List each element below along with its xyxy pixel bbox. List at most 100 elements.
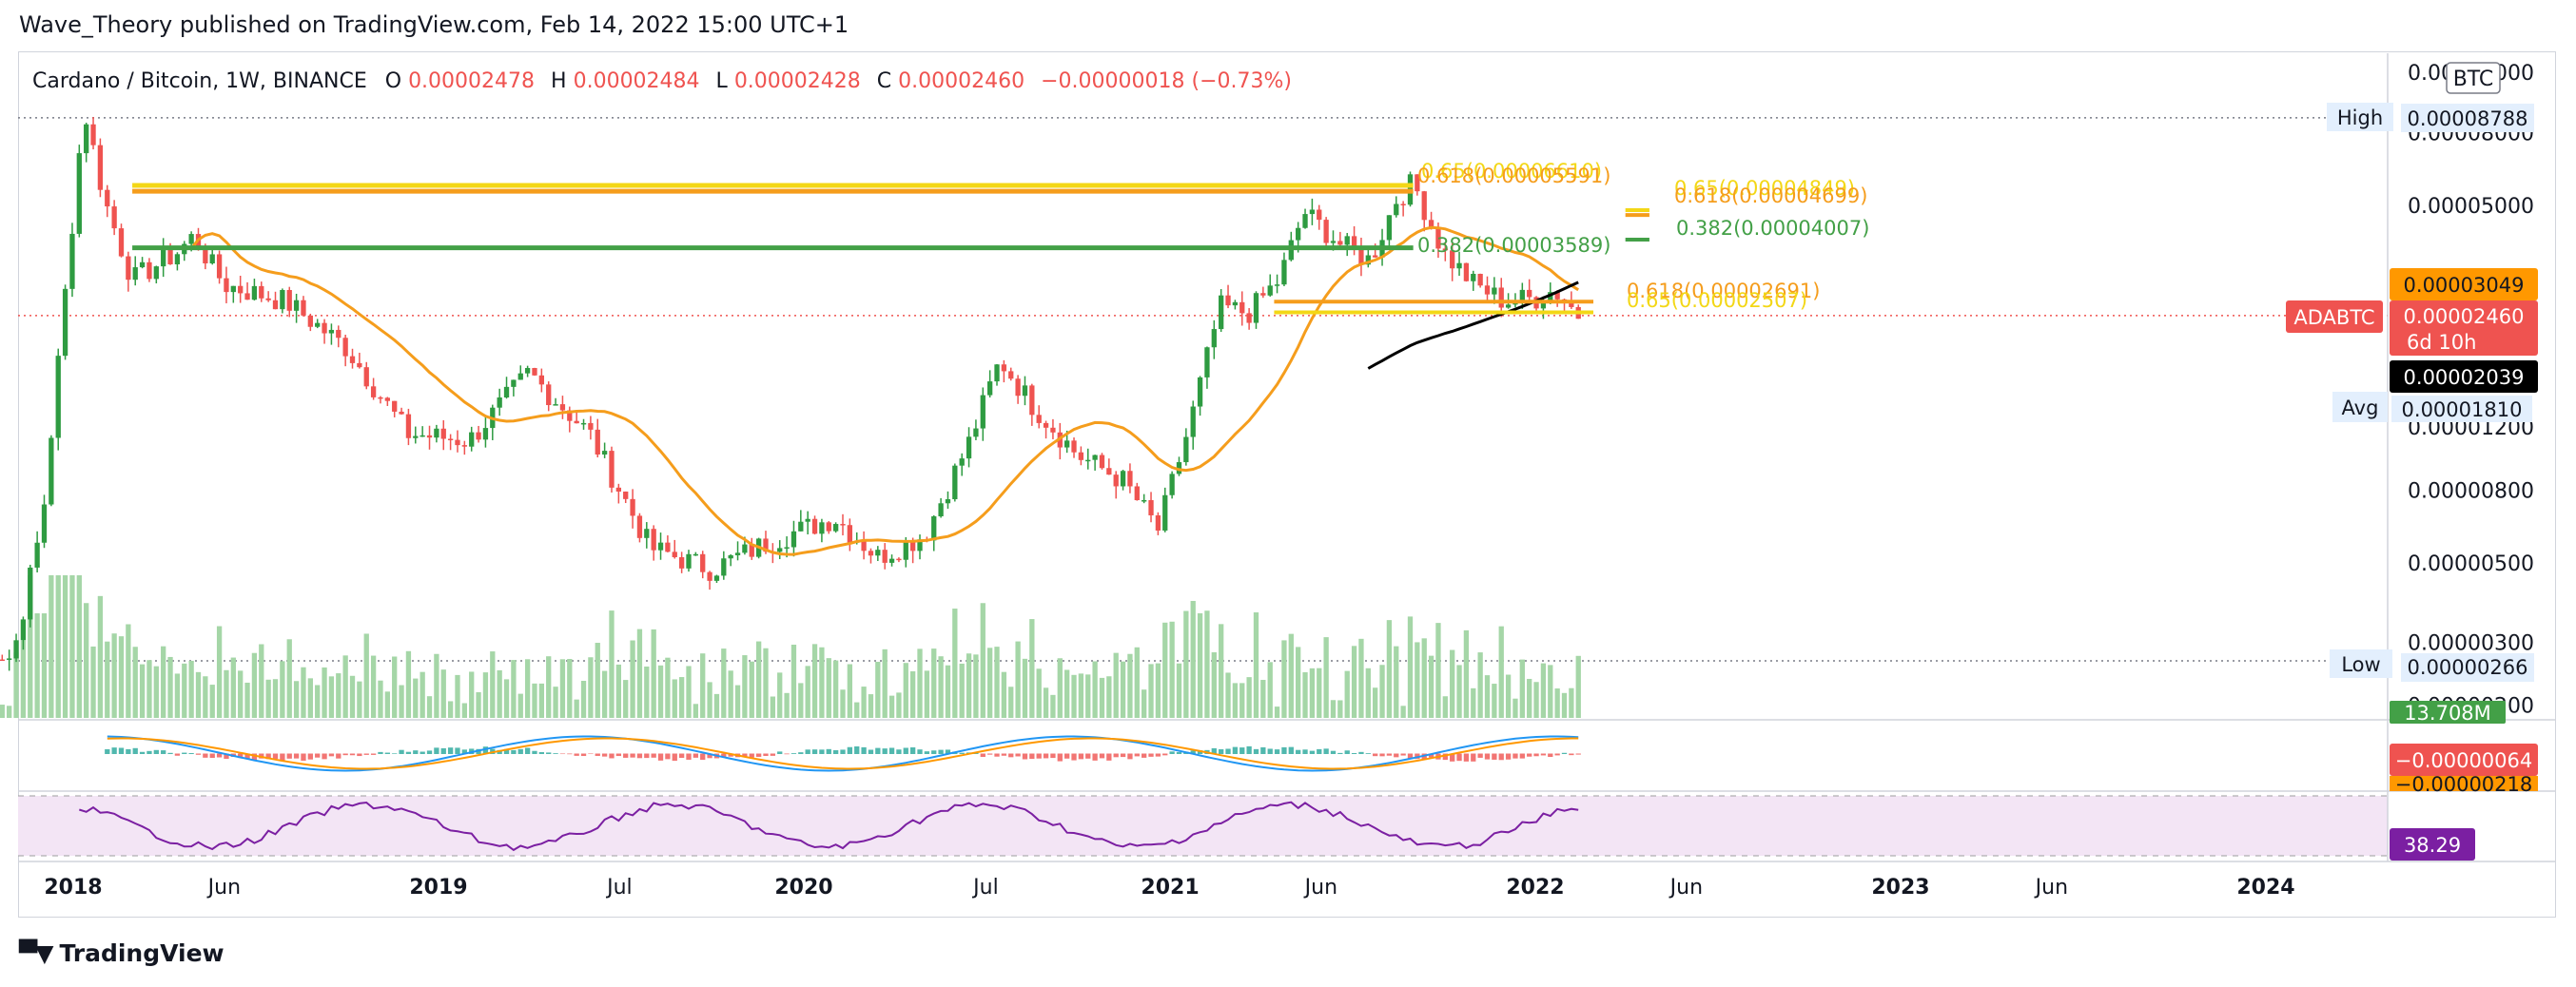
volume-bar (342, 655, 348, 718)
macd-histogram-bar (1548, 753, 1553, 758)
macd-histogram-bar (370, 753, 377, 755)
volume-bar (1022, 658, 1028, 718)
volume-bar (1498, 626, 1504, 718)
macd-histogram-bar (798, 752, 804, 754)
legend-o-value: 0.00002478 (408, 69, 535, 93)
tradingview-footer[interactable]: ▀▼ TradingView (19, 939, 224, 967)
time-tick-label: Jun (2034, 876, 2068, 900)
candle-body (357, 362, 362, 368)
candle-body (763, 538, 769, 552)
macd-histogram-bar (636, 753, 643, 759)
macd-histogram-bar (1253, 748, 1259, 754)
macd-histogram-bar (1561, 752, 1568, 754)
volume-bar (84, 603, 89, 718)
macd-histogram-bar (615, 753, 622, 757)
candle-body (1527, 289, 1532, 298)
candles[interactable] (0, 116, 1581, 671)
candle-body (370, 386, 377, 397)
candle-body (1015, 378, 1021, 397)
candle-body (882, 550, 888, 563)
volume-bar (370, 655, 377, 718)
volume-bar (1379, 665, 1385, 718)
volume-bar (1477, 652, 1483, 718)
volume-bar (280, 661, 285, 718)
candle-body (259, 285, 264, 299)
candle-body (203, 249, 208, 263)
volume-bar (293, 681, 300, 718)
macd-histogram-bar (1477, 753, 1483, 758)
macd-histogram-bar (1379, 753, 1385, 757)
volume-bar (1365, 668, 1371, 718)
volume-bar (336, 673, 342, 718)
volume-bar (224, 669, 229, 718)
avg-label: Avg (2342, 397, 2379, 419)
candle-body (1505, 304, 1512, 308)
candle-body (126, 256, 131, 281)
volume-bar (945, 665, 951, 718)
macd-histogram-bar (1219, 748, 1224, 754)
volume-bar (1142, 689, 1147, 718)
candle-body (1225, 295, 1231, 306)
macd-histogram-bar (216, 753, 223, 758)
candle-body (966, 436, 972, 459)
price-tick-label: 0.00000500 (2408, 552, 2534, 576)
macd-histogram-bar (707, 753, 712, 759)
volume-bar (405, 650, 412, 718)
macd-histogram-bar (1071, 753, 1077, 761)
volume-bar (195, 671, 202, 718)
volume-bar (1050, 694, 1056, 718)
long-moving-average-line (1367, 281, 1579, 370)
candle-body (511, 379, 517, 387)
candle-body (378, 397, 383, 399)
volume-bar (55, 575, 61, 718)
volume-bar (62, 575, 68, 718)
macd-histogram-bar (336, 753, 342, 759)
candle-body (559, 404, 566, 411)
volume-bar (755, 641, 762, 718)
volume-bar (490, 651, 496, 718)
legend-h-label: H (551, 69, 567, 93)
macd-histogram-bar (1533, 753, 1539, 757)
volume-bar (357, 681, 362, 718)
candle-body (615, 487, 622, 492)
candle-body (595, 429, 600, 455)
volume-bar (41, 613, 48, 718)
rsi-band (18, 796, 2388, 856)
macd-histogram-bar (349, 753, 356, 756)
publish-caption: Wave_Theory published on TradingView.com… (19, 11, 849, 38)
volume-bar (749, 661, 754, 718)
volume-bar (553, 687, 558, 718)
volume-bar (1344, 670, 1350, 718)
volume-bar (798, 683, 804, 718)
volume-bar (28, 575, 33, 718)
volume-bar (1492, 684, 1497, 718)
candle-body (805, 518, 810, 522)
macd-histogram-bar (588, 753, 594, 755)
volume-bar (615, 664, 622, 718)
macd-histogram-bar (1323, 748, 1329, 754)
candle-body (1260, 293, 1266, 296)
candle-body (651, 529, 656, 551)
macd-histogram-bar (903, 747, 908, 754)
macd-histogram-bar (1309, 750, 1316, 754)
candle-body (1274, 284, 1280, 286)
candle-body (1239, 301, 1245, 314)
macd-histogram-bar (1351, 752, 1357, 754)
candle-body (553, 404, 558, 406)
fib-label-5: 0.382(0.00004007) (1676, 217, 1869, 240)
candle-body (455, 439, 460, 446)
macd-histogram-bar (875, 747, 881, 754)
currency-badge[interactable] (2446, 62, 2501, 94)
candle-body (476, 432, 481, 440)
rsi-value: 38.29 (2404, 834, 2461, 857)
volume-bar (559, 659, 566, 718)
macd-histogram-bar (601, 753, 608, 757)
fib-label-7: 0.618(0.00002691) (1627, 280, 1820, 302)
volume-bar (511, 660, 517, 718)
macd-histogram-bar (328, 753, 335, 757)
macd-histogram-bar (455, 747, 460, 754)
candle-body (7, 658, 12, 660)
volume-bar (0, 705, 5, 718)
macd-histogram-bar (609, 753, 615, 759)
